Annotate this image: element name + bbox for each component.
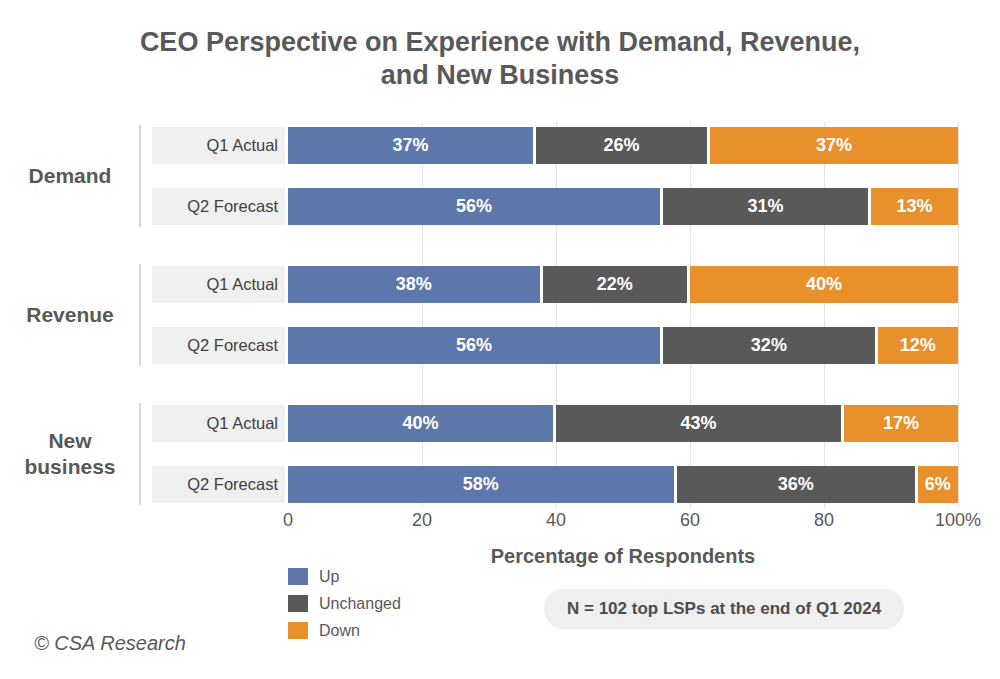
bar-segment-value: 56% bbox=[456, 335, 492, 356]
bar-segment-up: 38% bbox=[288, 266, 543, 303]
bar-segment-unchanged: 22% bbox=[543, 266, 690, 303]
bar-segment-value: 40% bbox=[806, 274, 842, 295]
bar-segment-value: 36% bbox=[778, 474, 814, 495]
x-axis-tick-label: 60 bbox=[680, 510, 700, 531]
bar-segment-up: 40% bbox=[288, 405, 556, 442]
stacked-bar: 37% 26% 37% bbox=[288, 127, 958, 164]
bar-segment-value: 6% bbox=[925, 474, 951, 495]
legend-swatch-icon bbox=[288, 622, 308, 639]
sample-note-badge: N = 102 top LSPs at the end of Q1 2024 bbox=[544, 589, 904, 629]
bar-segment-value: 22% bbox=[597, 274, 633, 295]
stacked-bar: 38% 22% 40% bbox=[288, 266, 958, 303]
bar-segment-value: 17% bbox=[883, 413, 919, 434]
bar-segment-unchanged: 26% bbox=[536, 127, 710, 164]
group-label: Demand bbox=[0, 163, 140, 189]
bar-segment-up: 56% bbox=[288, 188, 663, 225]
bar-segment-value: 26% bbox=[603, 135, 639, 156]
stacked-bar: 58% 36% 6% bbox=[288, 466, 958, 503]
bar-segment-value: 58% bbox=[463, 474, 499, 495]
legend-swatch-icon bbox=[288, 595, 308, 612]
bar-segment-value: 40% bbox=[402, 413, 438, 434]
group-label: Revenue bbox=[0, 302, 140, 328]
gridline bbox=[824, 122, 825, 508]
row-label: Q2 Forecast bbox=[152, 188, 285, 225]
gridline bbox=[690, 122, 691, 508]
bar-segment-value: 56% bbox=[456, 196, 492, 217]
legend-item-up: Up bbox=[288, 568, 401, 585]
bar-segment-value: 37% bbox=[816, 135, 852, 156]
bar-segment-unchanged: 36% bbox=[677, 466, 918, 503]
stacked-bar: 56% 31% 13% bbox=[288, 188, 958, 225]
bar-segment-down: 12% bbox=[878, 327, 958, 364]
copyright: © CSA Research bbox=[34, 632, 186, 655]
bar-segment-value: 32% bbox=[751, 335, 787, 356]
gridline bbox=[422, 122, 423, 508]
chart-title-line-2: and New Business bbox=[0, 59, 1000, 92]
stacked-bar: 56% 32% 12% bbox=[288, 327, 958, 364]
bar-segment-value: 38% bbox=[396, 274, 432, 295]
row-label: Q2 Forecast bbox=[152, 327, 285, 364]
bar-segment-unchanged: 31% bbox=[663, 188, 871, 225]
chart-title-line-1: CEO Perspective on Experience with Deman… bbox=[0, 26, 1000, 59]
bar-segment-value: 13% bbox=[896, 196, 932, 217]
bar-segment-value: 43% bbox=[681, 413, 717, 434]
bar-segment-unchanged: 43% bbox=[556, 405, 844, 442]
bar-segment-down: 17% bbox=[844, 405, 958, 442]
x-axis-tick-label: 40 bbox=[546, 510, 566, 531]
bar-segment-down: 6% bbox=[918, 466, 958, 503]
gridline bbox=[556, 122, 557, 508]
bar-segment-down: 13% bbox=[871, 188, 958, 225]
bar-segment-down: 40% bbox=[690, 266, 958, 303]
bar-segment-up: 56% bbox=[288, 327, 663, 364]
bar-segment-value: 12% bbox=[900, 335, 936, 356]
legend-item-unchanged: Unchanged bbox=[288, 595, 401, 612]
x-axis-title: Percentage of Respondents bbox=[288, 545, 958, 568]
bar-segment-unchanged: 32% bbox=[663, 327, 877, 364]
group-label: New business bbox=[0, 428, 140, 480]
legend-swatch-icon bbox=[288, 568, 308, 585]
legend-item-down: Down bbox=[288, 622, 401, 639]
row-label: Q1 Actual bbox=[152, 266, 285, 303]
x-axis-tick-label: 0 bbox=[283, 510, 293, 531]
x-axis-tick-label: 80 bbox=[814, 510, 834, 531]
row-label: Q1 Actual bbox=[152, 127, 285, 164]
plot-gridlines bbox=[288, 122, 958, 508]
bar-segment-value: 31% bbox=[748, 196, 784, 217]
x-axis-tick-label: 20 bbox=[412, 510, 432, 531]
legend-label: Up bbox=[319, 568, 339, 585]
stacked-bar: 40% 43% 17% bbox=[288, 405, 958, 442]
legend-label: Unchanged bbox=[319, 595, 401, 612]
row-label: Q2 Forecast bbox=[152, 466, 285, 503]
x-axis-tick-label: 100% bbox=[935, 510, 981, 531]
chart-page: CEO Perspective on Experience with Deman… bbox=[0, 0, 1000, 679]
bar-segment-value: 37% bbox=[392, 135, 428, 156]
legend-label: Down bbox=[319, 622, 360, 639]
gridline bbox=[958, 122, 959, 508]
chart-title: CEO Perspective on Experience with Deman… bbox=[0, 26, 1000, 92]
bar-segment-up: 37% bbox=[288, 127, 536, 164]
legend: Up Unchanged Down bbox=[288, 568, 401, 639]
row-label: Q1 Actual bbox=[152, 405, 285, 442]
bar-segment-up: 58% bbox=[288, 466, 677, 503]
bar-segment-down: 37% bbox=[710, 127, 958, 164]
